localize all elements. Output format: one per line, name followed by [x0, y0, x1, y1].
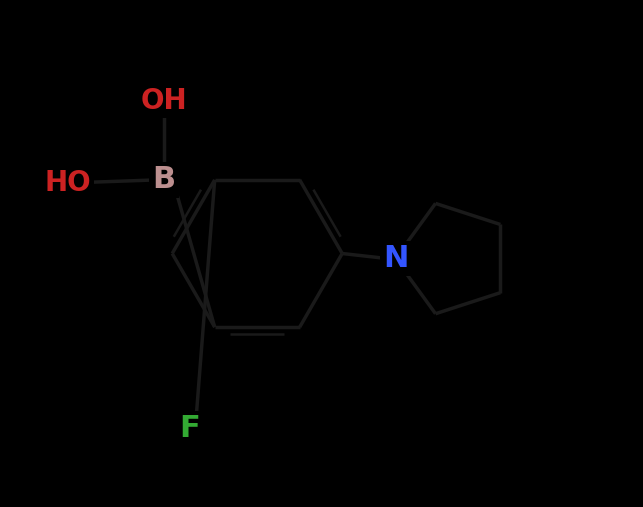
Text: F: F: [179, 414, 200, 443]
Text: N: N: [383, 244, 408, 273]
Text: HO: HO: [44, 168, 91, 197]
Text: B: B: [152, 165, 176, 195]
Text: OH: OH: [141, 87, 187, 116]
